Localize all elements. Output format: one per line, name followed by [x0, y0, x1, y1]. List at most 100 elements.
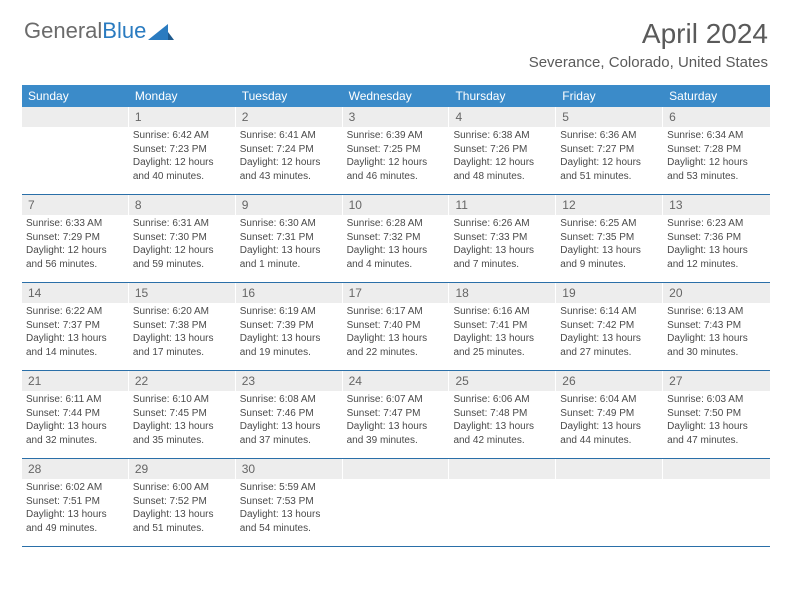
- day-number: 2: [236, 107, 343, 127]
- day-number: 15: [129, 283, 236, 303]
- day-number: 6: [663, 107, 770, 127]
- day-body: [343, 479, 450, 546]
- day-number: [22, 107, 129, 127]
- day-cell: 26Sunrise: 6:04 AMSunset: 7:49 PMDayligh…: [556, 371, 663, 458]
- day-cell: 16Sunrise: 6:19 AMSunset: 7:39 PMDayligh…: [236, 283, 343, 370]
- day-number: 11: [449, 195, 556, 215]
- daylight-text: Daylight: 12 hours and 56 minutes.: [26, 244, 125, 271]
- daylight-text: Daylight: 13 hours and 25 minutes.: [453, 332, 552, 359]
- sunrise-text: Sunrise: 6:28 AM: [347, 217, 446, 231]
- day-number: 3: [343, 107, 450, 127]
- sunset-text: Sunset: 7:37 PM: [26, 319, 125, 333]
- daylight-text: Daylight: 13 hours and 4 minutes.: [347, 244, 446, 271]
- daylight-text: Daylight: 13 hours and 14 minutes.: [26, 332, 125, 359]
- daylight-text: Daylight: 13 hours and 39 minutes.: [347, 420, 446, 447]
- day-number: 12: [556, 195, 663, 215]
- day-body: Sunrise: 6:38 AMSunset: 7:26 PMDaylight:…: [449, 127, 556, 194]
- sunrise-text: Sunrise: 6:25 AM: [560, 217, 659, 231]
- sunrise-text: Sunrise: 6:00 AM: [133, 481, 232, 495]
- day-number: 27: [663, 371, 770, 391]
- week-row: 28Sunrise: 6:02 AMSunset: 7:51 PMDayligh…: [22, 459, 770, 547]
- day-number: 5: [556, 107, 663, 127]
- day-body: Sunrise: 6:39 AMSunset: 7:25 PMDaylight:…: [343, 127, 450, 194]
- day-body: Sunrise: 6:36 AMSunset: 7:27 PMDaylight:…: [556, 127, 663, 194]
- day-number: 10: [343, 195, 450, 215]
- month-title: April 2024: [529, 18, 768, 50]
- day-number: 29: [129, 459, 236, 479]
- daylight-text: Daylight: 13 hours and 47 minutes.: [667, 420, 766, 447]
- sunset-text: Sunset: 7:41 PM: [453, 319, 552, 333]
- sunset-text: Sunset: 7:33 PM: [453, 231, 552, 245]
- sunset-text: Sunset: 7:44 PM: [26, 407, 125, 421]
- daylight-text: Daylight: 13 hours and 51 minutes.: [133, 508, 232, 535]
- day-number: 7: [22, 195, 129, 215]
- daylight-text: Daylight: 12 hours and 48 minutes.: [453, 156, 552, 183]
- sunset-text: Sunset: 7:27 PM: [560, 143, 659, 157]
- sunrise-text: Sunrise: 6:17 AM: [347, 305, 446, 319]
- sunrise-text: Sunrise: 6:02 AM: [26, 481, 125, 495]
- weekday-thursday: Thursday: [449, 85, 556, 107]
- sunrise-text: Sunrise: 6:13 AM: [667, 305, 766, 319]
- day-cell: 4Sunrise: 6:38 AMSunset: 7:26 PMDaylight…: [449, 107, 556, 194]
- day-cell: 1Sunrise: 6:42 AMSunset: 7:23 PMDaylight…: [129, 107, 236, 194]
- day-cell: 3Sunrise: 6:39 AMSunset: 7:25 PMDaylight…: [343, 107, 450, 194]
- brand-part2: Blue: [102, 18, 146, 44]
- week-row: 21Sunrise: 6:11 AMSunset: 7:44 PMDayligh…: [22, 371, 770, 459]
- day-cell: 30Sunrise: 5:59 AMSunset: 7:53 PMDayligh…: [236, 459, 343, 546]
- day-body: Sunrise: 6:20 AMSunset: 7:38 PMDaylight:…: [129, 303, 236, 370]
- day-number: [343, 459, 450, 479]
- day-cell: 21Sunrise: 6:11 AMSunset: 7:44 PMDayligh…: [22, 371, 129, 458]
- brand-part1: General: [24, 18, 102, 44]
- weekday-saturday: Saturday: [663, 85, 770, 107]
- week-row: 1Sunrise: 6:42 AMSunset: 7:23 PMDaylight…: [22, 107, 770, 195]
- day-body: Sunrise: 6:04 AMSunset: 7:49 PMDaylight:…: [556, 391, 663, 458]
- day-body: Sunrise: 6:34 AMSunset: 7:28 PMDaylight:…: [663, 127, 770, 194]
- day-body: Sunrise: 6:11 AMSunset: 7:44 PMDaylight:…: [22, 391, 129, 458]
- day-body: Sunrise: 6:33 AMSunset: 7:29 PMDaylight:…: [22, 215, 129, 282]
- day-cell: 6Sunrise: 6:34 AMSunset: 7:28 PMDaylight…: [663, 107, 770, 194]
- sunrise-text: Sunrise: 6:03 AM: [667, 393, 766, 407]
- weekday-wednesday: Wednesday: [343, 85, 450, 107]
- sunrise-text: Sunrise: 6:07 AM: [347, 393, 446, 407]
- daylight-text: Daylight: 12 hours and 51 minutes.: [560, 156, 659, 183]
- daylight-text: Daylight: 13 hours and 54 minutes.: [240, 508, 339, 535]
- day-cell: 25Sunrise: 6:06 AMSunset: 7:48 PMDayligh…: [449, 371, 556, 458]
- weekday-sunday: Sunday: [22, 85, 129, 107]
- day-cell: 7Sunrise: 6:33 AMSunset: 7:29 PMDaylight…: [22, 195, 129, 282]
- daylight-text: Daylight: 13 hours and 12 minutes.: [667, 244, 766, 271]
- day-cell: [556, 459, 663, 546]
- day-body: Sunrise: 6:22 AMSunset: 7:37 PMDaylight:…: [22, 303, 129, 370]
- day-body: [449, 479, 556, 546]
- sunset-text: Sunset: 7:43 PM: [667, 319, 766, 333]
- day-cell: 18Sunrise: 6:16 AMSunset: 7:41 PMDayligh…: [449, 283, 556, 370]
- day-body: Sunrise: 6:26 AMSunset: 7:33 PMDaylight:…: [449, 215, 556, 282]
- day-body: Sunrise: 6:31 AMSunset: 7:30 PMDaylight:…: [129, 215, 236, 282]
- sunset-text: Sunset: 7:39 PM: [240, 319, 339, 333]
- sunset-text: Sunset: 7:49 PM: [560, 407, 659, 421]
- day-body: Sunrise: 6:42 AMSunset: 7:23 PMDaylight:…: [129, 127, 236, 194]
- day-number: 18: [449, 283, 556, 303]
- day-body: Sunrise: 6:17 AMSunset: 7:40 PMDaylight:…: [343, 303, 450, 370]
- sunrise-text: Sunrise: 6:39 AM: [347, 129, 446, 143]
- sunset-text: Sunset: 7:28 PM: [667, 143, 766, 157]
- daylight-text: Daylight: 13 hours and 42 minutes.: [453, 420, 552, 447]
- day-number: 17: [343, 283, 450, 303]
- day-number: 20: [663, 283, 770, 303]
- day-number: 1: [129, 107, 236, 127]
- week-row: 7Sunrise: 6:33 AMSunset: 7:29 PMDaylight…: [22, 195, 770, 283]
- weekday-monday: Monday: [129, 85, 236, 107]
- day-body: Sunrise: 6:00 AMSunset: 7:52 PMDaylight:…: [129, 479, 236, 546]
- weekday-tuesday: Tuesday: [236, 85, 343, 107]
- calendar: SundayMondayTuesdayWednesdayThursdayFrid…: [22, 85, 770, 547]
- sunset-text: Sunset: 7:50 PM: [667, 407, 766, 421]
- day-cell: 28Sunrise: 6:02 AMSunset: 7:51 PMDayligh…: [22, 459, 129, 546]
- day-number: 4: [449, 107, 556, 127]
- day-body: Sunrise: 6:16 AMSunset: 7:41 PMDaylight:…: [449, 303, 556, 370]
- daylight-text: Daylight: 12 hours and 59 minutes.: [133, 244, 232, 271]
- day-body: Sunrise: 6:02 AMSunset: 7:51 PMDaylight:…: [22, 479, 129, 546]
- day-number: 21: [22, 371, 129, 391]
- day-body: Sunrise: 6:30 AMSunset: 7:31 PMDaylight:…: [236, 215, 343, 282]
- sunset-text: Sunset: 7:52 PM: [133, 495, 232, 509]
- daylight-text: Daylight: 13 hours and 35 minutes.: [133, 420, 232, 447]
- day-cell: 14Sunrise: 6:22 AMSunset: 7:37 PMDayligh…: [22, 283, 129, 370]
